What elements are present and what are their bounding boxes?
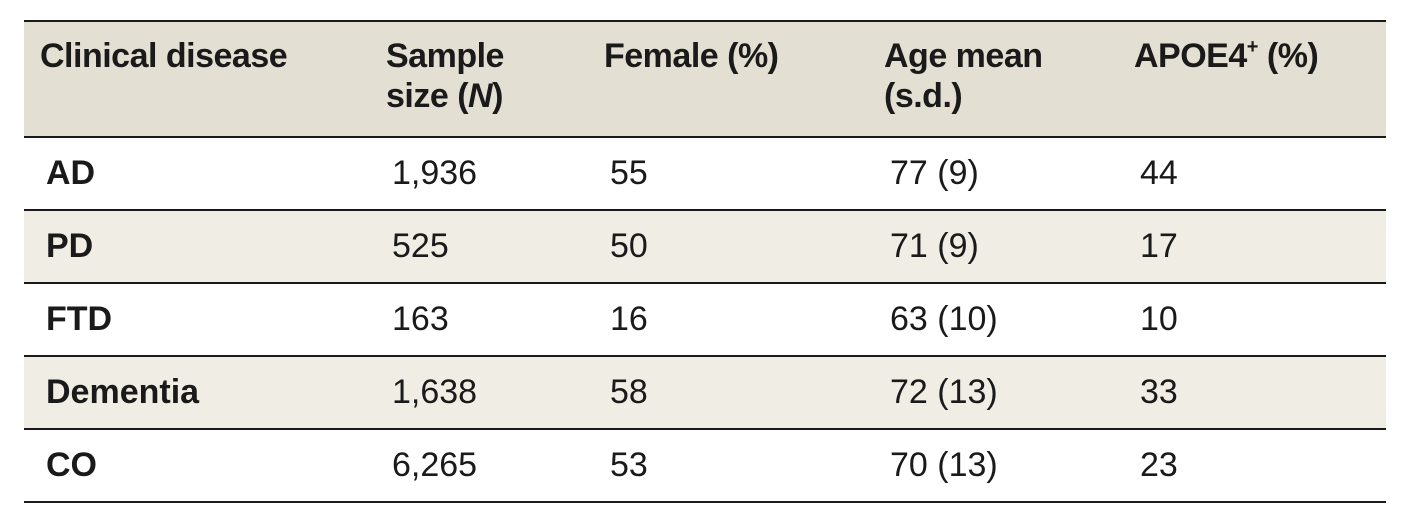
header-apoe4-text: APOE4 [1134, 37, 1247, 75]
row-disease: FTD [24, 283, 370, 357]
row-female: 16 [588, 283, 868, 357]
row-female: 53 [588, 429, 868, 503]
row-age: 72 (13) [868, 356, 1118, 430]
row-apoe4: 10 [1118, 283, 1386, 357]
header-female: Female (%) [588, 20, 868, 138]
header-apoe4-pct: (%) [1257, 37, 1319, 75]
row-age: 77 (9) [868, 137, 1118, 211]
row-female: 55 [588, 137, 868, 211]
header-sample-size-close: ) [492, 77, 503, 115]
table-row: Dementia 1,638 58 72 (13) 33 [24, 356, 1386, 430]
row-sample-size: 1,936 [370, 137, 588, 211]
header-age-line2: (s.d.) [884, 77, 963, 115]
table-row: AD 1,936 55 77 (9) 44 [24, 137, 1386, 211]
row-disease: CO [24, 429, 370, 503]
header-sample-size: Sample size (N) [370, 20, 588, 138]
row-female: 50 [588, 210, 868, 284]
header-apoe4-sup: + [1246, 36, 1259, 58]
row-sample-size: 525 [370, 210, 588, 284]
row-apoe4: 23 [1118, 429, 1386, 503]
row-apoe4: 17 [1118, 210, 1386, 284]
row-sample-size: 6,265 [370, 429, 588, 503]
header-sample-size-line1: Sample [386, 37, 504, 75]
header-clinical-disease: Clinical disease [24, 20, 370, 138]
clinical-disease-table-container: Clinical disease Sample size (N) Female (… [24, 20, 1386, 503]
row-age: 71 (9) [868, 210, 1118, 284]
row-apoe4: 33 [1118, 356, 1386, 430]
row-sample-size: 163 [370, 283, 588, 357]
row-disease: Dementia [24, 356, 370, 430]
header-row: Clinical disease Sample size (N) Female (… [24, 20, 1386, 138]
row-sample-size: 1,638 [370, 356, 588, 430]
table-header: Clinical disease Sample size (N) Female (… [24, 20, 1386, 138]
table-row: CO 6,265 53 70 (13) 23 [24, 429, 1386, 503]
clinical-disease-table: Clinical disease Sample size (N) Female (… [24, 20, 1386, 503]
table-row: PD 525 50 71 (9) 17 [24, 210, 1386, 284]
row-female: 58 [588, 356, 868, 430]
header-age-mean: Age mean (s.d.) [868, 20, 1118, 138]
row-disease: PD [24, 210, 370, 284]
header-sample-size-line2: size ( [386, 77, 469, 115]
row-age: 63 (10) [868, 283, 1118, 357]
header-sample-size-n: N [468, 77, 493, 115]
row-age: 70 (13) [868, 429, 1118, 503]
row-apoe4: 44 [1118, 137, 1386, 211]
header-apoe4: APOE4+ (%) [1118, 20, 1386, 138]
header-age-line1: Age mean [884, 37, 1043, 75]
header-female-text: Female (%) [604, 37, 779, 75]
table-body: AD 1,936 55 77 (9) 44 PD 525 50 71 (9) 1… [24, 137, 1386, 503]
row-disease: AD [24, 137, 370, 211]
header-clinical-disease-text: Clinical disease [40, 37, 288, 75]
table-row: FTD 163 16 63 (10) 10 [24, 283, 1386, 357]
